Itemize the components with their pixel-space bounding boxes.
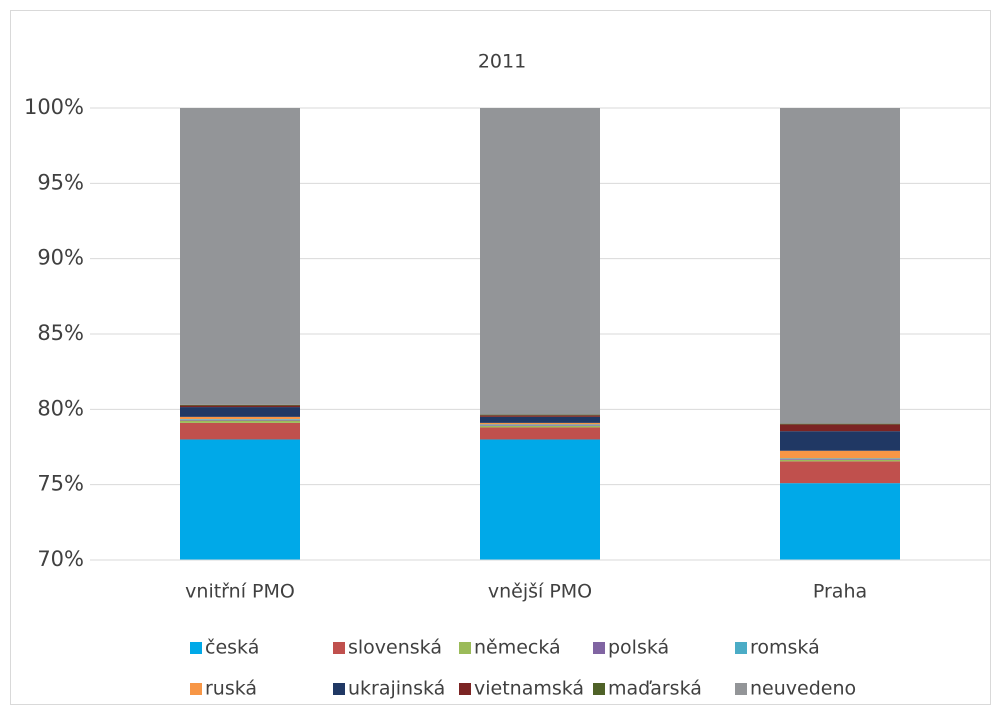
bar-segment: [780, 458, 900, 460]
legend-label: polská: [608, 637, 669, 659]
bar-segment: [780, 424, 900, 432]
bar-segment: [180, 405, 300, 408]
legend-swatch: [459, 642, 471, 654]
bar-segment: [780, 459, 900, 462]
x-tick-label: Praha: [813, 581, 867, 603]
legend-swatch: [190, 642, 202, 654]
bar-segment: [780, 483, 900, 560]
bar-segment: [180, 422, 300, 440]
bar-segment: [480, 415, 600, 417]
bar-segment: [480, 416, 600, 423]
y-tick-label: 85%: [37, 321, 84, 345]
bar-segment: [180, 419, 300, 420]
bar-segment: [480, 425, 600, 426]
chart-title: 2011: [478, 51, 526, 73]
y-tick-label: 70%: [37, 547, 84, 571]
bar-segment: [180, 404, 300, 406]
legend-label: maďarská: [608, 678, 702, 700]
bar-segment: [180, 407, 300, 417]
bar-segment: [780, 450, 900, 459]
legend-label: ukrajinská: [348, 678, 445, 700]
bar-segment: [180, 420, 300, 423]
bar-segment: [480, 427, 600, 440]
y-tick-label: 100%: [24, 95, 84, 119]
bar-segment: [180, 416, 300, 420]
legend-swatch: [459, 683, 471, 695]
bar-segment: [480, 422, 600, 425]
x-tick-label: vnitřní PMO: [185, 581, 295, 603]
bar-segment: [780, 461, 900, 484]
x-tick-label: vnější PMO: [488, 581, 592, 603]
bar-segment: [480, 414, 600, 416]
bar-segment: [480, 424, 600, 426]
legend-label: romská: [750, 637, 820, 659]
legend-swatch: [333, 683, 345, 695]
bar-segment: [180, 439, 300, 560]
bar-segment: [780, 431, 900, 451]
legend-label: německá: [474, 637, 561, 659]
y-tick-label: 75%: [37, 472, 84, 496]
y-tick-label: 80%: [37, 396, 84, 420]
legend-label: neuvedeno: [750, 678, 856, 700]
legend-swatch: [593, 683, 605, 695]
bar-segment: [480, 439, 600, 560]
legend-label: slovenská: [348, 637, 442, 659]
legend-label: ruská: [205, 678, 257, 700]
legend-swatch: [735, 683, 747, 695]
legend-label: vietnamská: [474, 678, 584, 700]
bar-segment: [180, 419, 300, 421]
bar-segment: [480, 425, 600, 428]
y-tick-label: 90%: [37, 246, 84, 270]
bar-segment: [780, 108, 900, 424]
bar-segment: [480, 108, 600, 415]
bar-segment: [780, 423, 900, 425]
legend-swatch: [333, 642, 345, 654]
legend-swatch: [735, 642, 747, 654]
bar-segment: [180, 108, 300, 405]
y-tick-label: 95%: [37, 170, 84, 194]
legend-label: česká: [205, 637, 259, 659]
legend-swatch: [593, 642, 605, 654]
bar-segment: [780, 459, 900, 460]
legend-swatch: [190, 683, 202, 695]
